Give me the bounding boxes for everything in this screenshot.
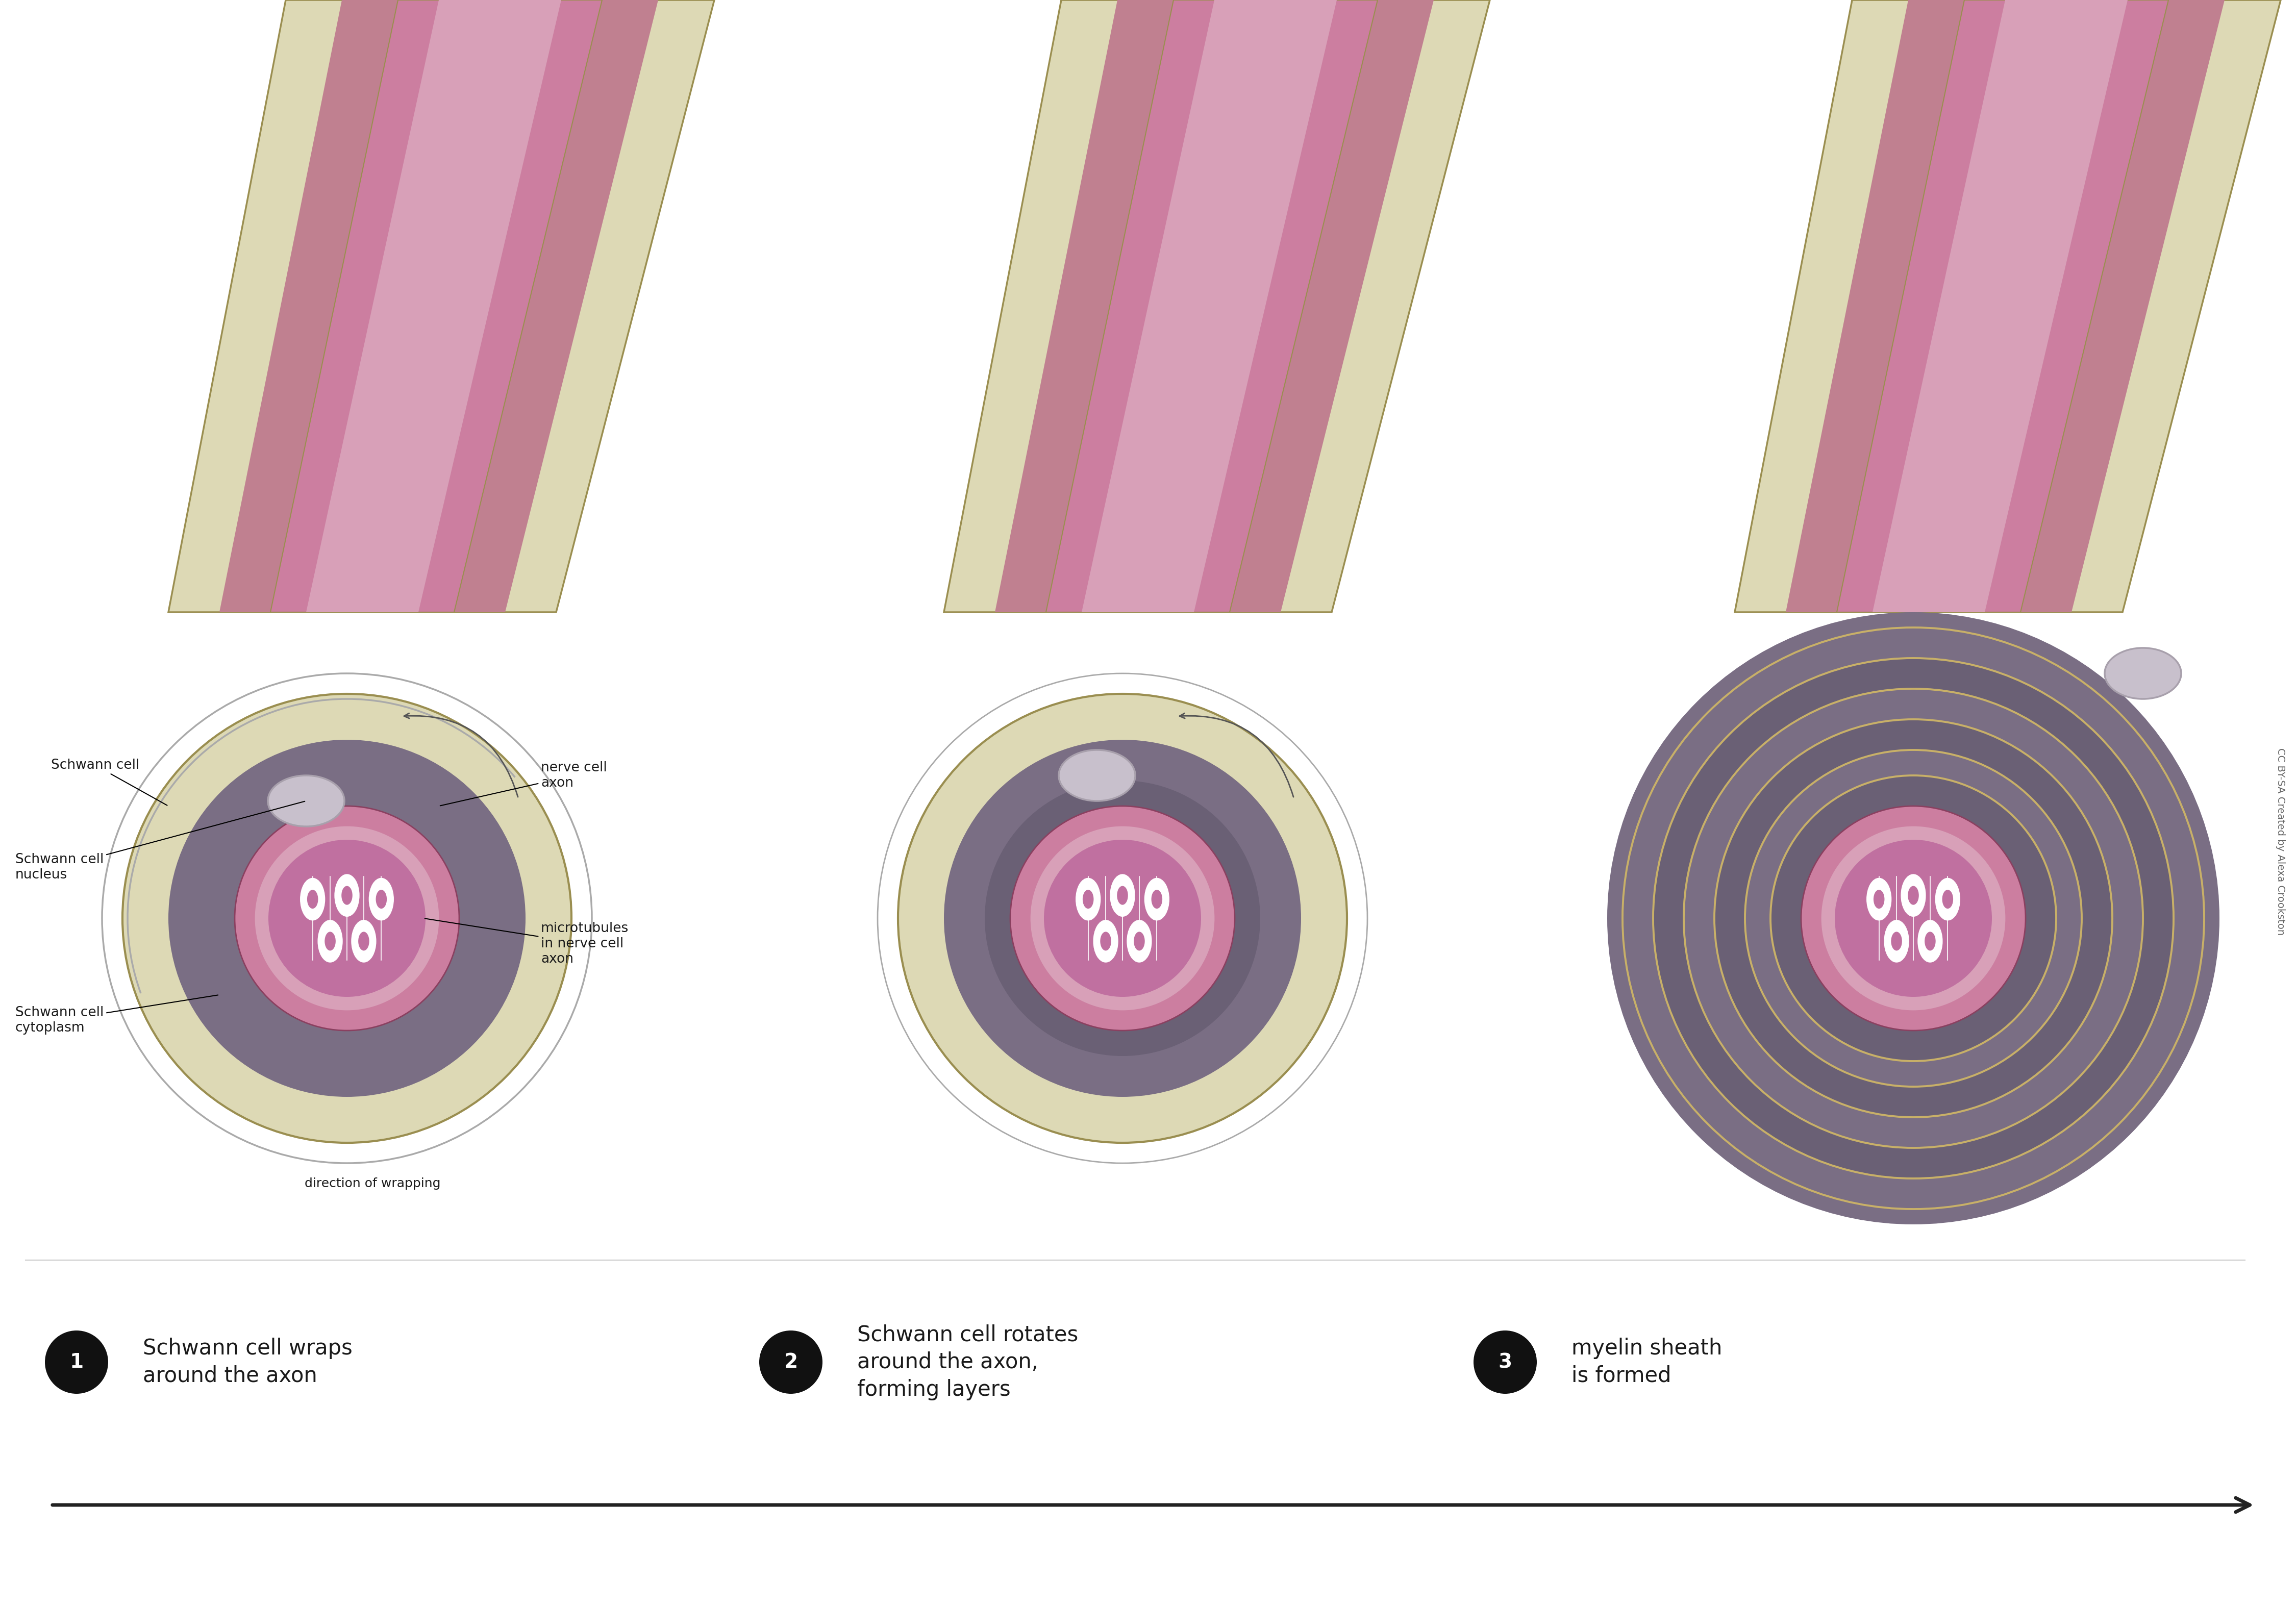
Text: direction of wrapping: direction of wrapping bbox=[305, 1178, 441, 1189]
Ellipse shape bbox=[1111, 874, 1134, 916]
Circle shape bbox=[1010, 807, 1235, 1030]
Text: myelin sheath
is formed: myelin sheath is formed bbox=[1570, 1337, 1722, 1387]
Polygon shape bbox=[1837, 0, 2167, 612]
Ellipse shape bbox=[1084, 890, 1093, 908]
Ellipse shape bbox=[1100, 932, 1111, 951]
Ellipse shape bbox=[2105, 648, 2181, 699]
Circle shape bbox=[1474, 1331, 1536, 1393]
Polygon shape bbox=[271, 0, 602, 612]
Circle shape bbox=[944, 739, 1302, 1098]
Ellipse shape bbox=[351, 921, 377, 963]
Polygon shape bbox=[1874, 0, 2128, 612]
Circle shape bbox=[46, 1331, 108, 1393]
Ellipse shape bbox=[335, 874, 358, 916]
Text: Schwann cell: Schwann cell bbox=[51, 759, 168, 805]
Ellipse shape bbox=[1924, 932, 1936, 951]
Polygon shape bbox=[220, 0, 659, 612]
Circle shape bbox=[1800, 807, 2025, 1030]
Circle shape bbox=[898, 694, 1348, 1143]
Polygon shape bbox=[1047, 0, 1378, 612]
Circle shape bbox=[1745, 750, 2082, 1086]
Ellipse shape bbox=[1917, 921, 1942, 963]
Ellipse shape bbox=[377, 890, 386, 908]
Circle shape bbox=[877, 673, 1368, 1163]
Polygon shape bbox=[1786, 0, 2225, 612]
Text: microtubules
in nerve cell
axon: microtubules in nerve cell axon bbox=[425, 919, 629, 966]
Ellipse shape bbox=[1077, 877, 1100, 921]
Circle shape bbox=[269, 840, 425, 996]
Circle shape bbox=[122, 694, 572, 1143]
Text: Schwann cell
nucleus: Schwann cell nucleus bbox=[16, 802, 305, 882]
Ellipse shape bbox=[1867, 877, 1892, 921]
Text: 2: 2 bbox=[783, 1353, 797, 1372]
Circle shape bbox=[1653, 659, 2174, 1178]
Circle shape bbox=[168, 739, 526, 1098]
Text: Schwann cell rotates
around the axon,
forming layers: Schwann cell rotates around the axon, fo… bbox=[856, 1324, 1079, 1400]
Ellipse shape bbox=[1058, 750, 1134, 800]
Circle shape bbox=[1683, 689, 2142, 1147]
Ellipse shape bbox=[1116, 885, 1127, 905]
Polygon shape bbox=[305, 0, 560, 612]
Text: Schwann cell
cytoplasm: Schwann cell cytoplasm bbox=[16, 995, 218, 1035]
Polygon shape bbox=[994, 0, 1433, 612]
Text: 1: 1 bbox=[69, 1353, 83, 1372]
Ellipse shape bbox=[342, 885, 354, 905]
Circle shape bbox=[1045, 840, 1201, 996]
Ellipse shape bbox=[317, 921, 342, 963]
Ellipse shape bbox=[324, 932, 335, 951]
Ellipse shape bbox=[1942, 890, 1954, 908]
Ellipse shape bbox=[1908, 885, 1919, 905]
Ellipse shape bbox=[308, 890, 319, 908]
Circle shape bbox=[1623, 627, 2204, 1208]
Circle shape bbox=[101, 673, 592, 1163]
Ellipse shape bbox=[301, 877, 324, 921]
Text: CC BY-SA Created by Alexa Crookston: CC BY-SA Created by Alexa Crookston bbox=[2275, 749, 2285, 935]
Ellipse shape bbox=[1885, 921, 1908, 963]
Circle shape bbox=[234, 807, 459, 1030]
Polygon shape bbox=[944, 0, 1490, 612]
Polygon shape bbox=[1736, 0, 2280, 612]
Ellipse shape bbox=[269, 776, 344, 826]
Circle shape bbox=[1770, 776, 2057, 1061]
Ellipse shape bbox=[1146, 877, 1169, 921]
Circle shape bbox=[1821, 826, 2004, 1011]
Text: 3: 3 bbox=[1499, 1353, 1513, 1372]
Text: nerve cell
axon: nerve cell axon bbox=[441, 762, 606, 805]
Circle shape bbox=[1715, 720, 2112, 1117]
Ellipse shape bbox=[1150, 890, 1162, 908]
Ellipse shape bbox=[358, 932, 370, 951]
Ellipse shape bbox=[1892, 932, 1901, 951]
Ellipse shape bbox=[1901, 874, 1926, 916]
Ellipse shape bbox=[1936, 877, 1961, 921]
Polygon shape bbox=[168, 0, 714, 612]
Circle shape bbox=[1607, 612, 2220, 1225]
Text: Schwann cell wraps
around the axon: Schwann cell wraps around the axon bbox=[142, 1337, 354, 1387]
Circle shape bbox=[985, 781, 1261, 1056]
Circle shape bbox=[1031, 826, 1215, 1011]
Ellipse shape bbox=[1134, 932, 1146, 951]
Ellipse shape bbox=[1127, 921, 1153, 963]
Circle shape bbox=[760, 1331, 822, 1393]
Circle shape bbox=[255, 826, 439, 1011]
Ellipse shape bbox=[1093, 921, 1118, 963]
Ellipse shape bbox=[1874, 890, 1885, 908]
Polygon shape bbox=[1081, 0, 1336, 612]
Ellipse shape bbox=[370, 877, 393, 921]
Circle shape bbox=[1835, 840, 1993, 996]
